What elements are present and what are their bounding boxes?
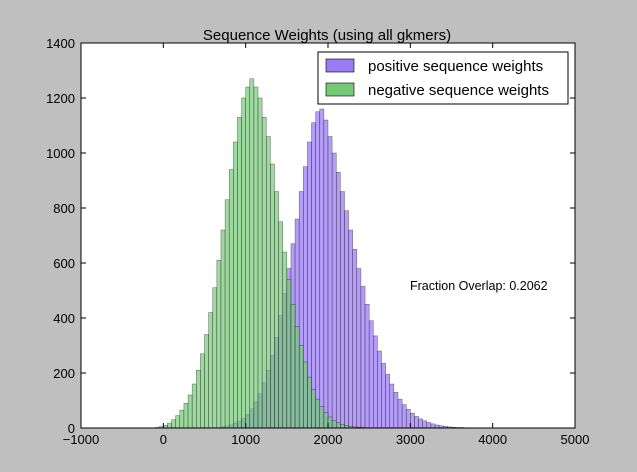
negative-bar bbox=[179, 409, 185, 429]
legend-box bbox=[317, 51, 569, 105]
legend-label-negative: negative sequence weights bbox=[368, 82, 549, 99]
positive-bar bbox=[364, 304, 370, 429]
y-tick-label: 1000 bbox=[46, 146, 75, 161]
y-tick-label: 200 bbox=[53, 366, 75, 381]
negative-bar bbox=[167, 422, 172, 429]
x-tick-label: 3000 bbox=[396, 432, 425, 447]
negative-bar bbox=[187, 394, 193, 429]
x-tick-label: 0 bbox=[160, 432, 167, 447]
negative-bar bbox=[249, 78, 255, 429]
negative-bar bbox=[228, 169, 234, 429]
legend-label-positive: positive sequence weights bbox=[368, 58, 543, 75]
positive-bar bbox=[381, 363, 386, 429]
positive-bar bbox=[430, 423, 436, 429]
negative-bar bbox=[266, 136, 271, 429]
ticks-layer: −1000 0 1000 2000 3000 4000 500002004006008001… bbox=[46, 36, 589, 447]
negative-bar bbox=[212, 287, 218, 429]
negative-bar bbox=[216, 260, 222, 429]
y-tick-label: 600 bbox=[53, 256, 75, 271]
negative-bar bbox=[290, 304, 296, 429]
positive-bar bbox=[368, 320, 374, 429]
negative-bar bbox=[298, 345, 304, 429]
negative-bar bbox=[315, 398, 321, 429]
positive-bar bbox=[348, 229, 353, 429]
y-tick-label: 0 bbox=[68, 421, 75, 436]
negative-bar bbox=[270, 163, 275, 429]
positive-bar bbox=[410, 412, 415, 429]
negative-bar bbox=[278, 221, 283, 429]
positive-bar bbox=[331, 152, 337, 429]
x-tick-label: 1000 bbox=[231, 432, 260, 447]
negative-bar bbox=[224, 199, 230, 429]
negative-bar bbox=[220, 229, 226, 429]
x-tick-label: 2000 bbox=[314, 432, 343, 447]
negative-bar bbox=[303, 361, 308, 429]
positive-bar bbox=[389, 383, 395, 429]
legend-swatch-positive bbox=[325, 58, 355, 73]
negative-bar bbox=[331, 420, 337, 429]
positive-bar bbox=[393, 392, 399, 429]
negative-bar bbox=[319, 406, 325, 429]
positive-bar bbox=[373, 335, 378, 429]
negative-bar bbox=[183, 403, 189, 429]
positive-bar bbox=[352, 249, 358, 429]
positive-bar bbox=[311, 122, 316, 429]
overlap-annotation: Fraction Overlap: 0.2062 bbox=[410, 279, 548, 293]
negative-bar bbox=[311, 389, 316, 429]
positive-bar bbox=[344, 210, 349, 429]
negative-bar bbox=[307, 376, 312, 429]
negative-bar bbox=[253, 86, 259, 429]
negative-bar bbox=[191, 383, 197, 429]
positive-bar bbox=[418, 418, 423, 429]
negative-bar bbox=[208, 312, 213, 429]
negative-bar bbox=[261, 117, 267, 429]
x-tick-label: 4000 bbox=[478, 432, 507, 447]
y-tick-label: 1400 bbox=[46, 36, 75, 51]
legend-swatch-negative bbox=[325, 82, 355, 97]
negative-bar bbox=[233, 141, 238, 429]
positive-bar bbox=[401, 404, 407, 429]
negative-bar bbox=[282, 251, 288, 429]
positive-bar bbox=[397, 398, 403, 429]
negative-bar bbox=[274, 191, 279, 429]
negative-bar bbox=[204, 334, 209, 429]
negative-bar bbox=[200, 353, 205, 429]
negative-bar bbox=[175, 415, 181, 429]
y-tick-label: 400 bbox=[53, 311, 75, 326]
negative-bar bbox=[286, 279, 292, 429]
negative-bar bbox=[237, 117, 242, 429]
positive-bar bbox=[315, 111, 321, 429]
negative-bar bbox=[171, 419, 176, 429]
positive-bar bbox=[414, 416, 419, 429]
negative-bar bbox=[257, 97, 263, 429]
x-tick-label: 5000 bbox=[561, 432, 590, 447]
legend: positive sequence weights negative seque… bbox=[317, 51, 569, 105]
positive-bar bbox=[319, 108, 325, 429]
y-tick-label: 1200 bbox=[46, 91, 75, 106]
positive-bar bbox=[323, 119, 329, 429]
positive-bar bbox=[327, 136, 333, 429]
negative-bar bbox=[335, 422, 341, 429]
positive-bar bbox=[385, 374, 390, 429]
x-tick-label: −1000 bbox=[63, 432, 100, 447]
negative-bar bbox=[241, 97, 246, 429]
negative-bar bbox=[196, 370, 201, 429]
negative-bar bbox=[340, 424, 345, 429]
positive-bar bbox=[426, 422, 432, 429]
negative-bar bbox=[294, 326, 300, 429]
positive-bar bbox=[340, 191, 345, 429]
negative-bar bbox=[245, 86, 251, 429]
positive-bar bbox=[335, 172, 341, 429]
positive-bar bbox=[377, 350, 382, 429]
positive-bar bbox=[422, 420, 428, 429]
positive-bar bbox=[356, 268, 362, 429]
positive-bar bbox=[360, 286, 366, 429]
chart-title: Sequence Weights (using all gkmers) bbox=[203, 27, 451, 44]
y-tick-label: 800 bbox=[53, 201, 75, 216]
positive-bar bbox=[405, 409, 411, 429]
negative-bar bbox=[323, 412, 329, 429]
negative-bar bbox=[327, 416, 333, 429]
